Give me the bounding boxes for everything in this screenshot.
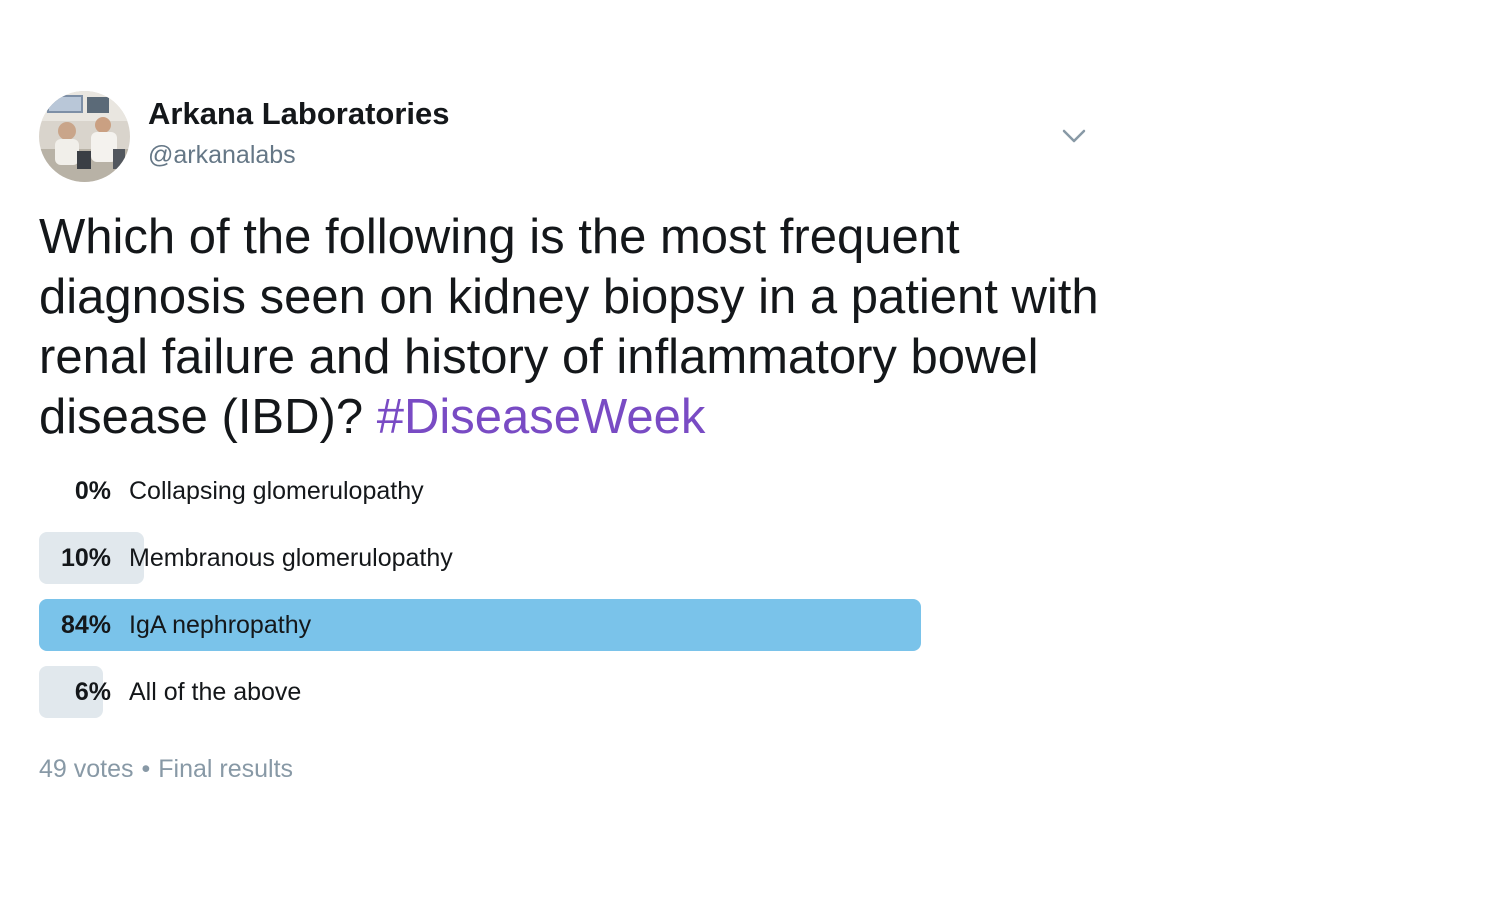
poll-option-bar	[39, 599, 921, 651]
poll-option: 6% All of the above	[39, 666, 921, 718]
user-handle[interactable]: @arkanalabs	[148, 141, 296, 169]
poll-option: 84% IgA nephropathy	[39, 599, 921, 651]
poll-option-percent: 84%	[60, 611, 111, 639]
separator-dot: •	[141, 755, 151, 783]
lab-photo-avatar-icon	[39, 91, 130, 182]
poll-option: 10% Membranous glomerulopathy	[39, 532, 921, 584]
poll-option-label: All of the above	[129, 678, 302, 706]
poll-status: Final results	[158, 755, 294, 783]
poll-option-bar	[39, 532, 144, 584]
poll-option-label: Membranous glomerulopathy	[129, 544, 453, 572]
poll-option: 0% Collapsing glomerulopathy	[39, 465, 921, 517]
poll-footer: 49 votes • Final results	[39, 755, 293, 784]
hashtag-link[interactable]: #DiseaseWeek	[376, 390, 706, 444]
vote-count: 49 votes	[39, 755, 134, 783]
avatar[interactable]	[39, 91, 130, 182]
poll-option-label: IgA nephropathy	[129, 611, 312, 639]
poll-option-percent: 6%	[74, 678, 111, 706]
chevron-down-icon[interactable]	[1059, 125, 1089, 149]
poll-option-label: Collapsing glomerulopathy	[129, 477, 424, 505]
tweet-body: Which of the following is the most frequ…	[39, 210, 1099, 444]
poll-option-percent: 0%	[74, 477, 111, 505]
display-name[interactable]: Arkana Laboratories	[148, 96, 450, 131]
poll-option-percent: 10%	[60, 544, 111, 572]
tweet-text: Which of the following is the most frequ…	[39, 207, 1119, 447]
poll-option-bar	[39, 666, 103, 718]
